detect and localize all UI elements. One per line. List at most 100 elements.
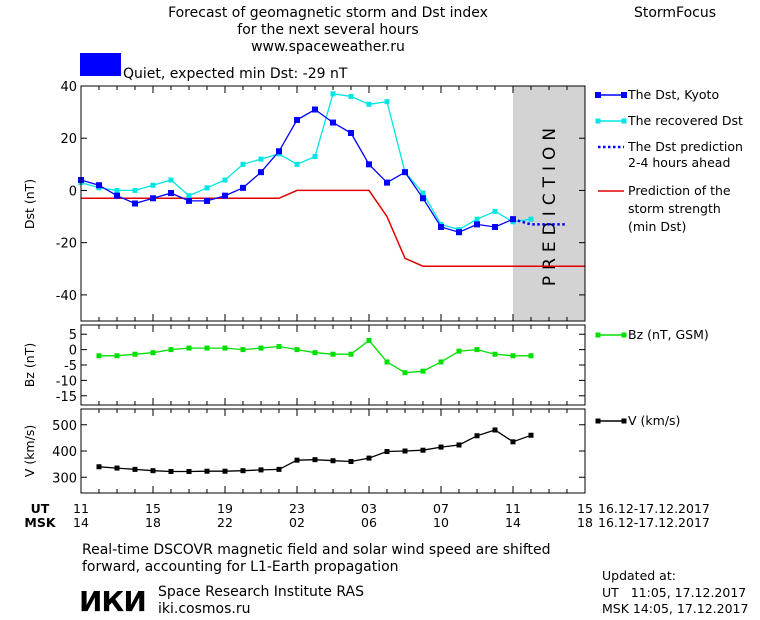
bz-ytick-label: 0 <box>69 344 77 359</box>
bz-legend-marker <box>595 332 601 338</box>
recovered-dst-point <box>132 187 138 193</box>
msk-tick-label: 14 <box>73 515 89 530</box>
v-point <box>474 433 480 439</box>
bz-point <box>420 368 426 374</box>
dst-kyoto-point <box>204 197 210 204</box>
dst-kyoto-point <box>456 229 462 236</box>
note-line-2: forward, accounting for L1-Earth propaga… <box>82 559 399 575</box>
recovered-dst-point <box>294 161 300 167</box>
bz-ytick-label: 5 <box>69 328 77 343</box>
v-point <box>492 427 498 433</box>
dst-kyoto-point <box>474 221 480 228</box>
v-point <box>528 432 534 438</box>
website-link[interactable]: www.spaceweather.ru <box>251 39 405 55</box>
updated-label: Updated at: <box>602 568 676 583</box>
recovered-dst-line <box>80 93 532 231</box>
ut-label: UT <box>31 501 50 516</box>
v-point <box>168 468 174 474</box>
bz-point <box>276 344 282 350</box>
v-point <box>420 447 426 453</box>
recovered-dst-point <box>240 161 246 167</box>
recovered-dst-point <box>348 93 354 99</box>
dst-ytick-label: -40 <box>56 289 77 304</box>
dst-kyoto-point <box>276 148 282 155</box>
dst-kyoto-point <box>510 216 516 223</box>
v-point <box>312 457 318 463</box>
recovered-dst-point <box>258 156 264 162</box>
legend <box>595 92 627 424</box>
updated-ut: UT 11:05, 17.12.2017 <box>602 585 746 600</box>
bz-point <box>294 347 300 353</box>
msk-tick-label: 18 <box>577 515 593 530</box>
v-point <box>150 468 156 474</box>
bz-point <box>240 347 246 353</box>
storm-strength-line <box>81 189 585 267</box>
v-legend-marker <box>621 418 627 424</box>
v-point <box>402 448 408 454</box>
bz-point <box>204 345 210 351</box>
msk-tick-label: 22 <box>217 515 233 530</box>
v-point <box>186 468 192 474</box>
dst-panel: PREDICTION -40 -20 0 20 40 Dst (nT) <box>22 80 586 322</box>
bz-plot-frame <box>80 324 586 406</box>
dst-kyoto-point <box>114 192 120 199</box>
bz-line <box>99 339 531 374</box>
recovered-dst-point <box>384 99 390 105</box>
v-point <box>114 465 120 471</box>
dst-kyoto-point <box>258 169 264 176</box>
ut-tick-label: 11 <box>73 501 89 516</box>
bz-point <box>168 347 174 353</box>
bz-point <box>474 347 480 353</box>
v-point <box>222 468 228 474</box>
v-point <box>384 449 390 455</box>
dst-kyoto-point <box>222 192 228 199</box>
dst-kyoto-point <box>150 195 156 202</box>
title-line-2: for the next several hours <box>237 22 418 38</box>
ut-tick-label: 19 <box>217 501 233 516</box>
status-color-swatch <box>80 53 121 76</box>
msk-tick-label: 14 <box>505 515 521 530</box>
v-ytick-label: 500 <box>52 419 77 434</box>
recovered-dst-point <box>330 91 336 97</box>
brand-name: StormFocus <box>634 5 716 21</box>
msk-tick-label: 06 <box>361 515 377 530</box>
dst-ytick-label: 20 <box>60 132 77 147</box>
bz-point <box>456 348 462 354</box>
bz-point <box>114 353 120 359</box>
dst-ytick-label: -20 <box>56 237 77 252</box>
bz-point <box>402 370 408 376</box>
recovered-dst-point <box>150 182 156 188</box>
dst-kyoto-line <box>80 108 514 233</box>
recovered-dst-point <box>204 185 210 191</box>
legend-dst-prediction-1: The Dst prediction <box>627 139 743 154</box>
recovered-dst-point <box>114 187 120 193</box>
msk-label: MSK <box>24 515 56 530</box>
bz-point <box>186 345 192 351</box>
v-point <box>132 466 138 472</box>
bz-ytick-label: -15 <box>56 390 77 405</box>
dst-kyoto-point <box>330 119 336 126</box>
bz-point <box>330 351 336 357</box>
v-legend-marker <box>595 418 601 424</box>
msk-tick-label: 02 <box>289 515 305 530</box>
institute-url[interactable]: iki.cosmos.ru <box>158 601 250 617</box>
dst-ytick-label: 0 <box>69 184 77 199</box>
dst-kyoto-point <box>294 116 300 123</box>
legend-bz: Bz (nT, GSM) <box>628 327 709 342</box>
v-point <box>240 468 246 474</box>
bz-point <box>150 350 156 356</box>
recovered-dst-point <box>420 190 426 196</box>
bz-point <box>312 350 318 356</box>
recovered-dst-point <box>222 177 228 183</box>
v-point <box>348 459 354 464</box>
recovered-dst-point <box>492 208 498 214</box>
dst-kyoto-point <box>366 161 372 168</box>
bz-panel: -15-10-505 Bz (nT) <box>22 324 586 406</box>
recovered-dst-point <box>186 193 192 199</box>
dst-kyoto-point <box>348 130 354 136</box>
legend-dst-prediction-2: 2-4 hours ahead <box>628 155 730 170</box>
bz-point <box>222 345 228 351</box>
bz-point <box>366 337 372 343</box>
institute-name: Space Research Institute RAS <box>158 584 364 600</box>
